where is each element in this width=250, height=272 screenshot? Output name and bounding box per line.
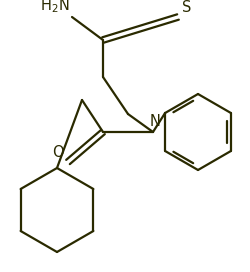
Text: S: S <box>182 0 192 15</box>
Text: H$_2$N: H$_2$N <box>40 0 70 15</box>
Text: O: O <box>52 145 64 160</box>
Text: N: N <box>150 114 160 129</box>
